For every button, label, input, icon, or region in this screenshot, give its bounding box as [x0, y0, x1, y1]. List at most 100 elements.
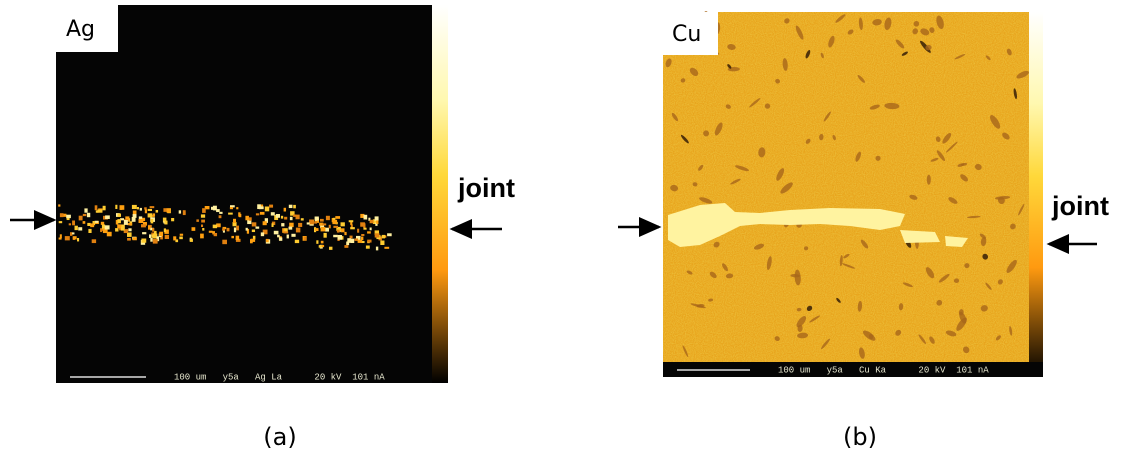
speck — [75, 226, 78, 230]
speck — [152, 228, 154, 232]
speck — [120, 205, 125, 210]
speck — [314, 221, 317, 223]
speck — [387, 233, 392, 236]
speck — [164, 228, 166, 232]
speck — [151, 219, 154, 223]
joint-label: joint — [1051, 191, 1109, 221]
speck — [361, 234, 364, 236]
speck — [107, 232, 112, 237]
speck — [79, 216, 83, 221]
speck — [95, 221, 99, 223]
speck — [202, 228, 204, 231]
speck — [180, 234, 183, 236]
speck — [384, 247, 389, 249]
speck — [256, 227, 260, 229]
speck — [272, 223, 274, 227]
speck — [321, 227, 326, 232]
speck — [127, 232, 132, 237]
speck — [233, 219, 236, 223]
speck — [322, 223, 326, 225]
speck — [127, 238, 131, 241]
speck — [252, 222, 257, 226]
speck — [284, 208, 286, 212]
speck — [179, 210, 181, 213]
element-label: Cu — [672, 22, 701, 47]
speck — [376, 247, 378, 251]
speck — [87, 223, 90, 226]
speck — [337, 230, 340, 233]
speck — [222, 229, 225, 231]
speck — [309, 220, 314, 225]
speck — [65, 236, 70, 240]
speck — [279, 237, 282, 240]
texture — [663, 12, 1043, 377]
speck — [332, 220, 337, 224]
speck — [295, 240, 299, 243]
speck — [298, 223, 302, 227]
speck — [376, 220, 378, 224]
speck — [139, 219, 144, 223]
speck — [227, 228, 230, 231]
speck — [289, 227, 293, 230]
speck — [69, 223, 71, 225]
speck — [304, 237, 306, 241]
speck — [256, 213, 259, 215]
speck — [263, 221, 267, 225]
speck — [121, 227, 125, 231]
speck — [141, 224, 146, 227]
speck — [183, 212, 185, 214]
speck — [83, 214, 87, 216]
speck — [77, 238, 79, 241]
speck — [344, 245, 348, 248]
speck — [367, 240, 371, 243]
speck — [90, 223, 94, 227]
speck — [249, 217, 252, 220]
speck — [326, 216, 330, 220]
speck — [315, 228, 318, 231]
speck — [145, 210, 147, 214]
speck — [261, 232, 264, 236]
speck — [228, 213, 233, 215]
speck — [152, 234, 154, 237]
panel-b: Cu 100 um y5a Cu Ka 20 kV 101 nA joint (… — [618, 11, 1109, 451]
speck — [154, 231, 157, 235]
speck — [341, 228, 345, 232]
info-bar: 100 um y5a Ag La 20 kV 101 nA — [174, 372, 385, 382]
speck — [115, 205, 117, 209]
speck — [291, 234, 295, 237]
speck — [239, 214, 241, 217]
speck — [60, 213, 64, 217]
speck — [375, 216, 379, 220]
speck — [321, 241, 324, 244]
element-label: Ag — [66, 17, 95, 42]
speck — [251, 239, 255, 242]
speck — [159, 232, 163, 236]
speck — [335, 216, 340, 219]
speck — [72, 221, 75, 226]
speck — [132, 217, 136, 222]
speck — [105, 215, 110, 219]
speck — [284, 231, 289, 233]
speck — [230, 207, 233, 209]
speck — [316, 240, 318, 244]
speck — [236, 226, 239, 231]
color-bar — [432, 5, 448, 383]
speck — [234, 228, 236, 233]
speck — [271, 212, 275, 215]
speck — [355, 238, 359, 240]
speck — [277, 235, 280, 238]
speck — [307, 222, 310, 224]
speck — [222, 240, 227, 244]
speck — [66, 215, 71, 218]
speck — [201, 214, 205, 217]
speck — [380, 241, 384, 245]
speck — [325, 228, 329, 232]
speck — [319, 245, 322, 248]
speck — [245, 216, 249, 220]
map-image — [56, 5, 448, 383]
speck — [173, 236, 176, 240]
figure: Ag 100 um y5a Ag La 20 kV 101 nA joint (… — [0, 0, 1127, 457]
speck — [231, 236, 234, 238]
speck — [179, 237, 183, 240]
speck — [73, 236, 77, 239]
